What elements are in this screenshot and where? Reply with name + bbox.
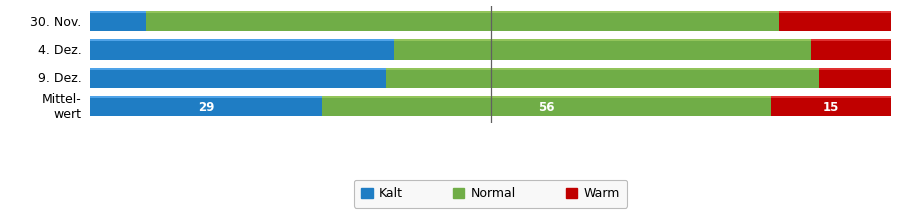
Bar — [90, 11, 146, 13]
Bar — [146, 11, 778, 13]
Bar — [90, 96, 322, 98]
Bar — [811, 41, 891, 60]
Bar — [394, 41, 811, 60]
Bar — [394, 39, 811, 41]
Bar — [386, 70, 819, 88]
Text: 29: 29 — [198, 101, 214, 114]
Bar — [811, 39, 891, 41]
Bar — [770, 96, 891, 98]
Bar — [778, 13, 891, 31]
Bar — [90, 13, 146, 31]
Bar — [90, 67, 386, 70]
Legend: Kalt, Normal, Warm: Kalt, Normal, Warm — [354, 180, 627, 208]
Bar — [778, 11, 891, 13]
Bar — [146, 13, 778, 31]
Bar — [819, 67, 891, 70]
Bar — [90, 41, 394, 60]
Bar — [90, 98, 322, 116]
Bar — [819, 70, 891, 88]
Bar — [90, 39, 394, 41]
Bar — [386, 67, 819, 70]
Bar — [322, 96, 770, 98]
Text: 15: 15 — [823, 101, 839, 114]
Bar — [770, 98, 891, 116]
Bar — [90, 70, 386, 88]
Text: 56: 56 — [538, 101, 554, 114]
Bar — [322, 98, 770, 116]
